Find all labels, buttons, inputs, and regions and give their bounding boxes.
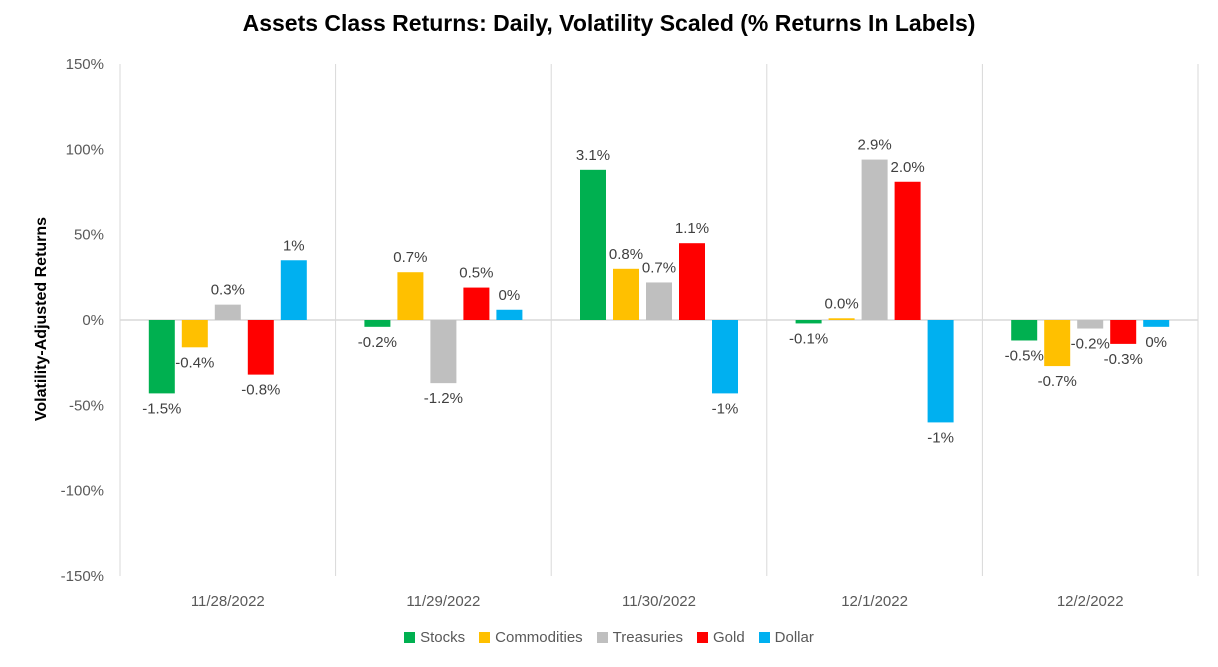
data-label-dollar: 1% [283,237,305,254]
legend-item-dollar: Dollar [758,629,814,646]
bar-commodities [397,272,424,320]
bar-stocks [795,320,822,324]
bar-treasuries [646,282,672,320]
bar-commodities [613,268,639,320]
bar-gold [1110,320,1137,344]
y-tick-label: 50% [74,227,104,244]
bar-gold [894,181,921,320]
x-tick-label: 11/29/2022 [406,593,480,610]
legend-swatch [596,632,608,643]
legend-label: Commodities [495,629,583,646]
data-label-commodities: 0.7% [393,249,427,266]
data-label-treasuries: -0.2% [1071,336,1110,353]
data-label-dollar: -1% [712,400,739,417]
data-label-dollar: -1% [927,429,954,446]
x-tick-label: 12/2/2022 [1057,593,1124,610]
axes: 150% 100% 50% 0% -50% -100% -150% 11/28/2022 11/… [61,56,1198,610]
bars [148,159,1170,423]
bar-dollar [712,320,738,394]
y-tick-label: 0% [82,312,104,329]
bar-stocks [1011,320,1038,341]
x-tick-label: 11/28/2022 [191,593,265,610]
data-label-gold: -0.3% [1104,351,1143,368]
data-label-gold: 2.0% [890,159,924,176]
legend-swatch [758,632,770,643]
x-tick-label: 11/30/2022 [622,593,696,610]
legend-label: Stocks [420,629,466,646]
data-label-stocks: 3.1% [576,147,610,164]
bar-dollar [280,260,307,320]
bar-treasuries [430,320,457,384]
y-tick-label: -50% [69,397,104,414]
data-label-commodities: -0.7% [1038,373,1077,390]
legend-swatch [404,632,416,643]
chart-title: Assets Class Returns: Daily, Volatility … [242,10,976,36]
data-label-treasuries: 0.7% [642,259,676,276]
data-label-stocks: -1.5% [142,400,181,417]
bar-commodities [828,318,855,320]
legend-label: Dollar [774,629,814,646]
data-label-stocks: -0.2% [358,334,397,351]
data-label-treasuries: 2.9% [857,137,891,154]
bar-gold [463,287,490,320]
legend: Stocks Commodities Treasuries Gold Dollar [0,629,1218,646]
data-label-dollar: 0% [1145,334,1167,351]
bar-dollar [927,320,954,423]
data-label-stocks: -0.1% [789,330,828,347]
y-tick-label: 150% [66,56,104,73]
data-label-stocks: -0.5% [1005,347,1044,364]
data-label-commodities: -0.4% [175,354,214,371]
legend-label: Gold [712,629,745,646]
legend-swatch [479,632,491,643]
legend-label: Treasuries [612,629,683,646]
legend-item-gold: Gold [696,629,745,646]
bar-gold [679,243,705,320]
data-label-gold: 0.5% [459,265,493,282]
data-label-gold: -0.8% [241,382,280,399]
legend-item-commodities: Commodities [479,629,583,646]
bar-commodities [1044,320,1071,367]
bar-commodities [181,320,208,348]
bar-treasuries [214,304,241,320]
data-label-gold: 1.1% [675,220,709,237]
bar-stocks [580,169,606,320]
bar-treasuries [861,159,888,320]
data-label-treasuries: 0.3% [211,282,245,299]
bar-gold [247,320,274,375]
y-tick-label: -100% [61,483,104,500]
data-labels: -1.5% -0.4% 0.3% -0.8% 1% -0.2% 0.7% -1.2% 0.5% 0… [142,137,1167,447]
legend-item-treasuries: Treasuries [596,629,683,646]
x-tick-label: 12/1/2022 [841,593,908,610]
y-tick-label: 100% [66,141,104,158]
data-label-dollar: 0% [499,287,521,304]
data-label-commodities: 0.8% [609,246,643,263]
y-axis-label: Volatility-Adjusted Returns [33,217,50,421]
bar-dollar [1143,320,1170,327]
bar-treasuries [1077,320,1104,329]
legend-swatch [696,632,708,643]
data-label-treasuries: -1.2% [424,390,463,407]
bar-stocks [364,320,391,327]
data-label-commodities: 0.0% [824,295,858,312]
y-tick-label: -150% [61,568,104,585]
bar-dollar [496,309,523,320]
legend-item-stocks: Stocks [404,629,465,646]
bar-stocks [148,320,175,394]
